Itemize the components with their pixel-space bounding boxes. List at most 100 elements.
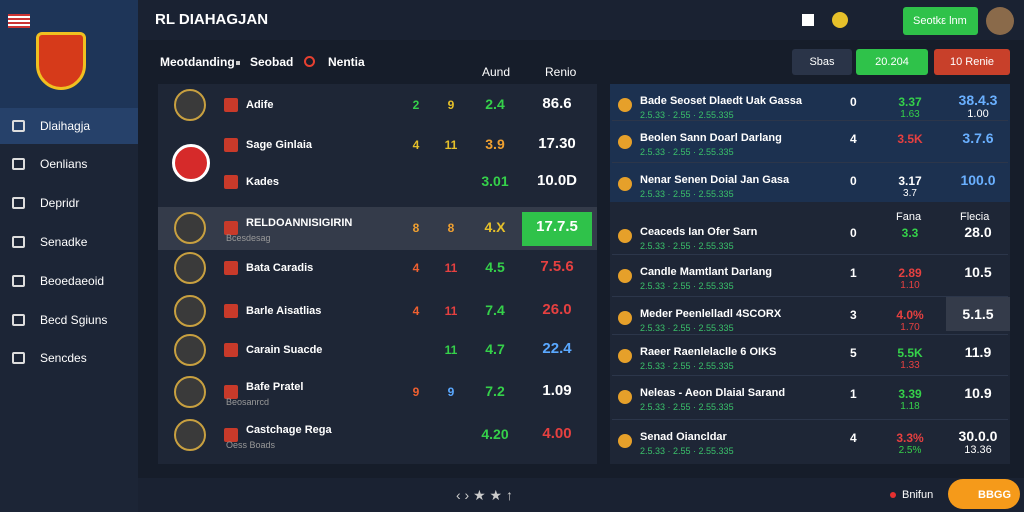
value[interactable]: 10.0D bbox=[536, 172, 578, 189]
col-header: Renio bbox=[545, 65, 577, 79]
match-name[interactable]: Ceaceds Ian Ofer Sarn bbox=[640, 226, 758, 238]
row-divider bbox=[612, 120, 1008, 121]
stat: 2 bbox=[412, 98, 420, 112]
icon[interactable] bbox=[832, 12, 848, 28]
col-header: Fana bbox=[896, 211, 922, 223]
odds[interactable]: 4.X bbox=[484, 219, 506, 235]
menu-icon[interactable] bbox=[12, 236, 25, 248]
avatar[interactable] bbox=[986, 7, 1014, 35]
pager[interactable]: ‹ › ★ ★ ↑ bbox=[456, 487, 513, 503]
menu-icon[interactable] bbox=[12, 314, 25, 326]
value[interactable]: 10.5 bbox=[964, 264, 992, 280]
value[interactable]: 5.1.5 bbox=[962, 306, 994, 322]
filter-mid[interactable]: Seobad bbox=[250, 55, 294, 69]
odds[interactable]: 4.5 bbox=[485, 259, 505, 275]
match-name[interactable]: Beolen Sann Doarl Darlang bbox=[640, 132, 782, 144]
odds[interactable]: 4.7 bbox=[485, 341, 505, 357]
action-label[interactable]: 20.204 bbox=[875, 56, 909, 68]
match-name[interactable]: Raeer Raenlelaclle 6 OIKS bbox=[640, 346, 777, 358]
menu-icon[interactable] bbox=[12, 120, 25, 132]
footer-button[interactable] bbox=[948, 479, 1020, 509]
value[interactable]: 7.5.6 bbox=[540, 258, 574, 275]
odds[interactable]: 2.4 bbox=[485, 96, 505, 112]
odds[interactable]: 7.2 bbox=[485, 383, 505, 399]
menu-item[interactable]: Oenlians bbox=[40, 157, 88, 171]
team-name[interactable]: Barle Aisatlias bbox=[246, 305, 322, 317]
pct: 3.3% bbox=[896, 431, 924, 445]
team-name[interactable]: Kades bbox=[246, 176, 280, 188]
pct: 5.5K bbox=[897, 346, 923, 360]
action-button[interactable] bbox=[934, 49, 1010, 75]
team-name[interactable]: Bafe Pratel bbox=[246, 381, 304, 393]
pct: 2.89 bbox=[898, 266, 922, 280]
menu-item[interactable]: Sencdes bbox=[40, 351, 87, 365]
menu-item[interactable]: Beoedaeoid bbox=[40, 274, 105, 288]
match-sub: 2.5.33 · 2.55 · 2.55.335 bbox=[640, 241, 734, 251]
filter-last[interactable]: Nentia bbox=[328, 55, 365, 69]
action-label[interactable]: 10 Renie bbox=[949, 56, 995, 68]
value[interactable]: 1.09 bbox=[542, 382, 572, 399]
filter-dot bbox=[304, 56, 315, 67]
footer-button-label[interactable]: BBGG bbox=[978, 489, 1011, 501]
match-name[interactable]: Nenar Senen Doial Jan Gasa bbox=[640, 174, 790, 186]
value[interactable]: 17.7.5 bbox=[536, 218, 578, 235]
team-badge bbox=[224, 343, 238, 357]
value[interactable]: 26.0 bbox=[542, 301, 572, 318]
value[interactable]: 17.30 bbox=[538, 135, 576, 152]
value[interactable]: 3.7.6 bbox=[962, 130, 994, 146]
menu-icon[interactable] bbox=[12, 158, 25, 170]
menu-icon[interactable] bbox=[12, 197, 25, 209]
team-name[interactable]: Sage Ginlaia bbox=[246, 139, 313, 151]
team-badge bbox=[224, 221, 238, 235]
value[interactable]: 38.4.3 bbox=[958, 92, 998, 108]
action-button[interactable] bbox=[792, 49, 852, 75]
odds[interactable]: 3.9 bbox=[485, 136, 505, 152]
match-name[interactable]: Senad Oiancldar bbox=[640, 431, 727, 443]
footer-dot bbox=[890, 492, 896, 498]
odds[interactable]: 4.20 bbox=[481, 426, 509, 442]
odds[interactable]: 7.4 bbox=[485, 302, 505, 318]
team-name[interactable]: Adife bbox=[246, 99, 274, 111]
team-name[interactable]: Castchage Rega bbox=[246, 424, 332, 436]
value-small: 1.00 bbox=[967, 108, 989, 120]
team-name[interactable]: Carain Suacde bbox=[246, 344, 323, 356]
value[interactable]: 86.6 bbox=[542, 95, 572, 112]
action-label[interactable]: Sbas bbox=[809, 56, 835, 68]
menu-icon[interactable] bbox=[12, 352, 25, 364]
flag bbox=[8, 14, 30, 28]
match-sub: 2.5.33 · 2.55 · 2.55.335 bbox=[640, 446, 734, 456]
menu-item[interactable]: Dlaihagja bbox=[40, 119, 91, 133]
value[interactable]: 4.00 bbox=[542, 425, 572, 442]
team-logo bbox=[618, 135, 632, 149]
match-name[interactable]: Meder Peenlelladl 4SCORX bbox=[640, 308, 782, 320]
stat: 4 bbox=[412, 138, 420, 152]
value[interactable]: 11.9 bbox=[964, 344, 992, 360]
match-name[interactable]: Neleas - Aeon Dlaial Sarand bbox=[640, 387, 786, 399]
header-button[interactable] bbox=[903, 7, 978, 35]
menu-item[interactable]: Depridr bbox=[40, 196, 80, 210]
menu-icon[interactable] bbox=[12, 275, 25, 287]
team-logo bbox=[174, 295, 206, 327]
match-name[interactable]: Bade Seoset Dlaedt Uak Gassa bbox=[640, 95, 803, 107]
stat: 9 bbox=[447, 98, 455, 112]
team-name[interactable]: Bata Caradis bbox=[246, 262, 314, 274]
match-sub: 2.5.33 · 2.55 · 2.55.335 bbox=[640, 281, 734, 291]
value[interactable]: 28.0 bbox=[964, 224, 992, 240]
match-sub: 2.5.33 · 2.55 · 2.55.335 bbox=[640, 189, 734, 199]
team-logo bbox=[174, 376, 206, 408]
match-sub: 2.5.33 · 2.55 · 2.55.335 bbox=[640, 110, 734, 120]
odds[interactable]: 3.01 bbox=[481, 173, 509, 189]
header-button-label[interactable]: Seotkε lnm bbox=[913, 15, 967, 27]
icon[interactable] bbox=[802, 14, 814, 26]
match-name[interactable]: Candle Mamtlant Darlang bbox=[640, 266, 773, 278]
value[interactable]: 22.4 bbox=[542, 340, 572, 357]
value[interactable]: 30.0.0 bbox=[958, 428, 998, 444]
action-button[interactable] bbox=[856, 49, 928, 75]
filter-sort[interactable]: Meotdanding bbox=[160, 55, 235, 69]
value[interactable]: 100.0 bbox=[960, 172, 996, 188]
menu-item[interactable]: Senadke bbox=[40, 235, 88, 249]
team-name[interactable]: RELDOANNISIGIRIN bbox=[246, 217, 353, 229]
value[interactable]: 10.9 bbox=[964, 385, 992, 401]
menu-item[interactable]: Becd Sgiuns bbox=[40, 313, 108, 327]
value-box bbox=[946, 297, 1010, 331]
